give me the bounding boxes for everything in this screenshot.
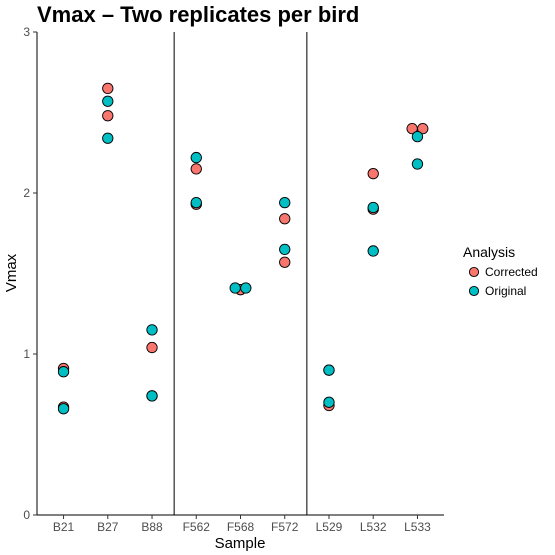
- x-tick-label: B88: [141, 520, 163, 534]
- x-tick-label: F572: [271, 520, 299, 534]
- legend-label-corrected: Corrected: [485, 265, 538, 279]
- data-point-corrected: [279, 213, 291, 225]
- data-point-corrected: [102, 110, 114, 122]
- data-point-original: [190, 151, 202, 164]
- data-point-original: [367, 201, 379, 214]
- data-point-original: [323, 396, 335, 408]
- x-tick-label: L533: [404, 520, 431, 534]
- x-tick-label: F562: [183, 520, 211, 534]
- x-tick-label: L532: [360, 520, 387, 534]
- data-point-corrected: [367, 168, 379, 180]
- x-tick-label: B21: [53, 520, 75, 534]
- data-point-original: [279, 243, 291, 256]
- data-point-original: [279, 197, 291, 209]
- legend-title: Analysis: [463, 244, 515, 260]
- data-point-corrected: [190, 163, 202, 175]
- y-tick-label: 3: [23, 25, 30, 39]
- legend-key-original: [468, 285, 480, 297]
- legend: Analysis Corrected Original: [463, 244, 538, 298]
- data-point-original: [102, 132, 114, 144]
- data-point-original: [57, 403, 70, 415]
- data-point-original: [146, 324, 158, 336]
- data-point-original: [323, 364, 335, 376]
- x-tick-label: F568: [227, 520, 255, 534]
- data-point-original: [102, 95, 114, 107]
- legend-key-corrected: [468, 266, 480, 278]
- data-point-original: [190, 197, 202, 209]
- data-point-original: [240, 282, 252, 294]
- chart-title: Vmax – Two replicates per bird: [37, 2, 359, 27]
- y-axis-title: Vmax: [3, 253, 20, 292]
- data-point-original: [411, 130, 424, 143]
- data-point-corrected: [102, 82, 114, 95]
- y-tick-label: 0: [23, 508, 30, 522]
- y-tick-label: 1: [23, 347, 30, 361]
- data-point-corrected: [279, 256, 291, 268]
- data-point-original: [57, 366, 70, 378]
- data-point-original: [411, 158, 424, 170]
- plot-area: 0 1 2 3 B21 B27 B88 F562 F568 F572 L529 L532 L533: [23, 25, 444, 534]
- x-tick-label: B27: [97, 520, 119, 534]
- series-original: [57, 95, 424, 415]
- x-tick-label: L529: [316, 520, 343, 534]
- data-point-original: [146, 390, 158, 402]
- data-point-corrected: [146, 341, 158, 354]
- data-point-original: [229, 282, 241, 294]
- legend-label-original: Original: [485, 284, 526, 298]
- data-point-corrected: [417, 122, 429, 135]
- y-tick-label: 2: [23, 186, 30, 200]
- x-axis-title: Sample: [215, 535, 266, 552]
- data-point-original: [367, 245, 379, 257]
